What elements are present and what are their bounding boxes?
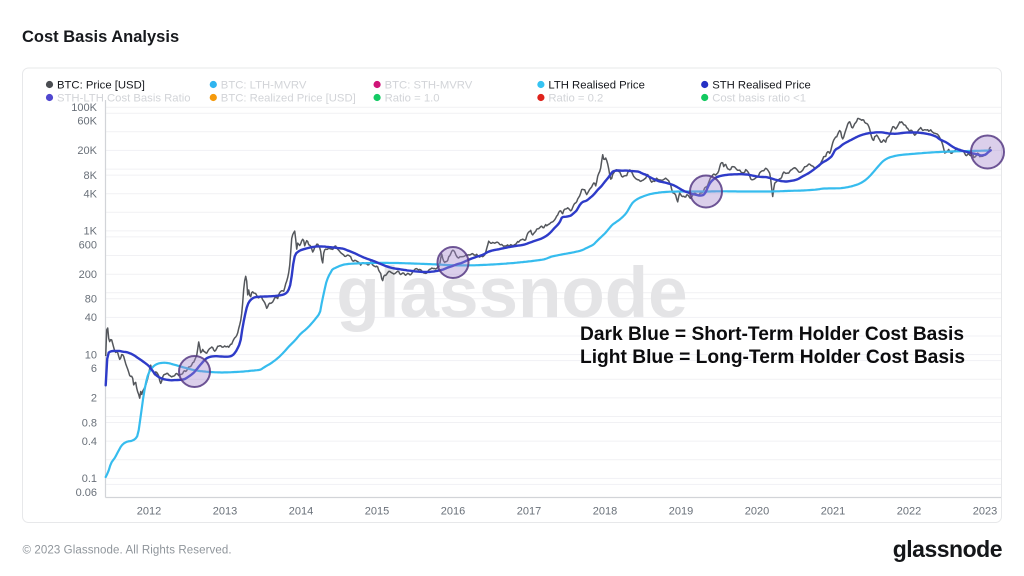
svg-text:BTC: Realized Price [USD]: BTC: Realized Price [USD]: [221, 92, 356, 104]
svg-text:2022: 2022: [897, 506, 921, 518]
svg-text:2017: 2017: [517, 506, 541, 518]
svg-text:STH Realised Price: STH Realised Price: [712, 79, 811, 91]
svg-text:4K: 4K: [84, 189, 98, 201]
svg-text:glassnode: glassnode: [336, 254, 687, 333]
svg-text:Dark Blue = Short-Term Holder: Dark Blue = Short-Term Holder Cost Basis: [580, 324, 964, 345]
svg-text:2014: 2014: [289, 506, 313, 518]
svg-text:2018: 2018: [593, 506, 617, 518]
svg-text:0.8: 0.8: [82, 417, 97, 429]
svg-text:40: 40: [85, 312, 97, 324]
svg-text:2013: 2013: [213, 506, 237, 518]
svg-text:0.4: 0.4: [82, 436, 97, 448]
svg-text:6: 6: [91, 363, 97, 375]
svg-text:60K: 60K: [77, 116, 97, 128]
svg-text:Cost Basis Analysis: Cost Basis Analysis: [22, 28, 179, 46]
svg-text:glassnode: glassnode: [893, 536, 1002, 562]
svg-text:0.1: 0.1: [82, 473, 97, 485]
svg-text:100K: 100K: [71, 102, 97, 114]
svg-text:BTC: Price [USD]: BTC: Price [USD]: [57, 79, 145, 91]
svg-text:LTH Realised Price: LTH Realised Price: [548, 79, 644, 91]
svg-text:200: 200: [79, 269, 97, 281]
svg-text:2016: 2016: [441, 506, 465, 518]
svg-text:Cost basis ratio <1: Cost basis ratio <1: [712, 92, 806, 104]
svg-text:10: 10: [85, 349, 97, 361]
svg-text:STH-LTH Cost Basis Ratio: STH-LTH Cost Basis Ratio: [57, 92, 191, 104]
svg-text:© 2023 Glassnode. All Rights R: © 2023 Glassnode. All Rights Reserved.: [23, 545, 232, 557]
svg-text:20K: 20K: [77, 145, 97, 157]
svg-text:2020: 2020: [745, 506, 769, 518]
svg-text:BTC: LTH-MVRV: BTC: LTH-MVRV: [221, 79, 307, 91]
svg-text:0.06: 0.06: [76, 487, 97, 499]
svg-text:BTC: STH-MVRV: BTC: STH-MVRV: [385, 79, 473, 91]
svg-text:600: 600: [79, 239, 97, 251]
svg-text:Light Blue = Long-Term Holder: Light Blue = Long-Term Holder Cost Basis: [580, 347, 965, 368]
svg-text:Ratio = 0.2: Ratio = 0.2: [548, 92, 603, 104]
svg-text:2012: 2012: [137, 506, 161, 518]
svg-text:8K: 8K: [84, 170, 98, 182]
svg-text:2015: 2015: [365, 506, 389, 518]
svg-text:2019: 2019: [669, 506, 693, 518]
svg-text:Ratio = 1.0: Ratio = 1.0: [385, 92, 440, 104]
svg-text:2: 2: [91, 393, 97, 405]
svg-text:2023: 2023: [973, 506, 997, 518]
svg-text:1K: 1K: [84, 226, 98, 238]
svg-text:2021: 2021: [821, 506, 845, 518]
svg-text:80: 80: [85, 294, 97, 306]
